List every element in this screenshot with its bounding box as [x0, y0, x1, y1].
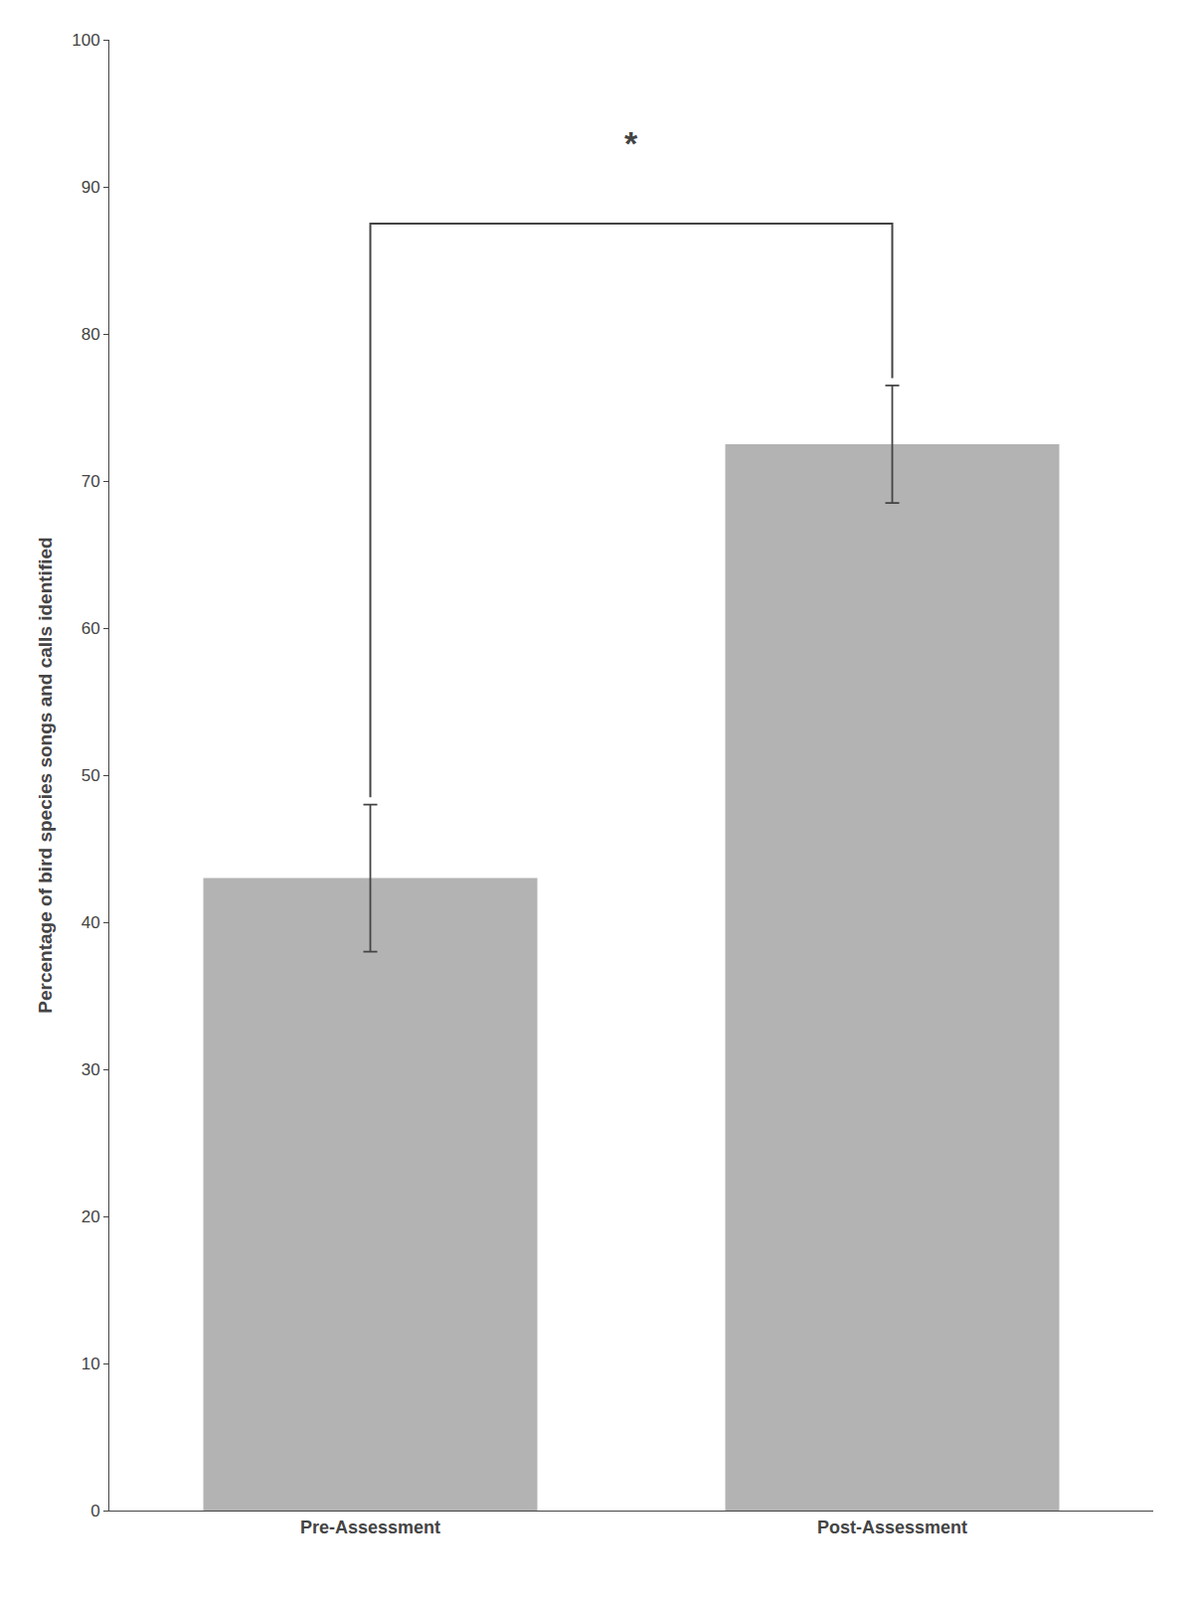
- svg-text:0: 0: [90, 1502, 100, 1522]
- svg-text:70: 70: [81, 472, 101, 492]
- svg-text:100: 100: [71, 30, 100, 50]
- svg-text:60: 60: [81, 619, 101, 639]
- svg-text:50: 50: [81, 766, 101, 786]
- svg-text:80: 80: [81, 325, 101, 344]
- svg-text:Percentage of bird species son: Percentage of bird species songs and cal…: [34, 536, 56, 1014]
- svg-text:Pre-Assessment: Pre-Assessment: [300, 1518, 441, 1538]
- svg-text:10: 10: [81, 1355, 101, 1374]
- svg-text:*: *: [624, 124, 639, 163]
- svg-text:20: 20: [81, 1207, 101, 1227]
- svg-text:90: 90: [81, 177, 101, 197]
- svg-text:Post-Assessment: Post-Assessment: [817, 1518, 968, 1538]
- svg-text:40: 40: [81, 913, 101, 933]
- svg-text:30: 30: [81, 1060, 101, 1080]
